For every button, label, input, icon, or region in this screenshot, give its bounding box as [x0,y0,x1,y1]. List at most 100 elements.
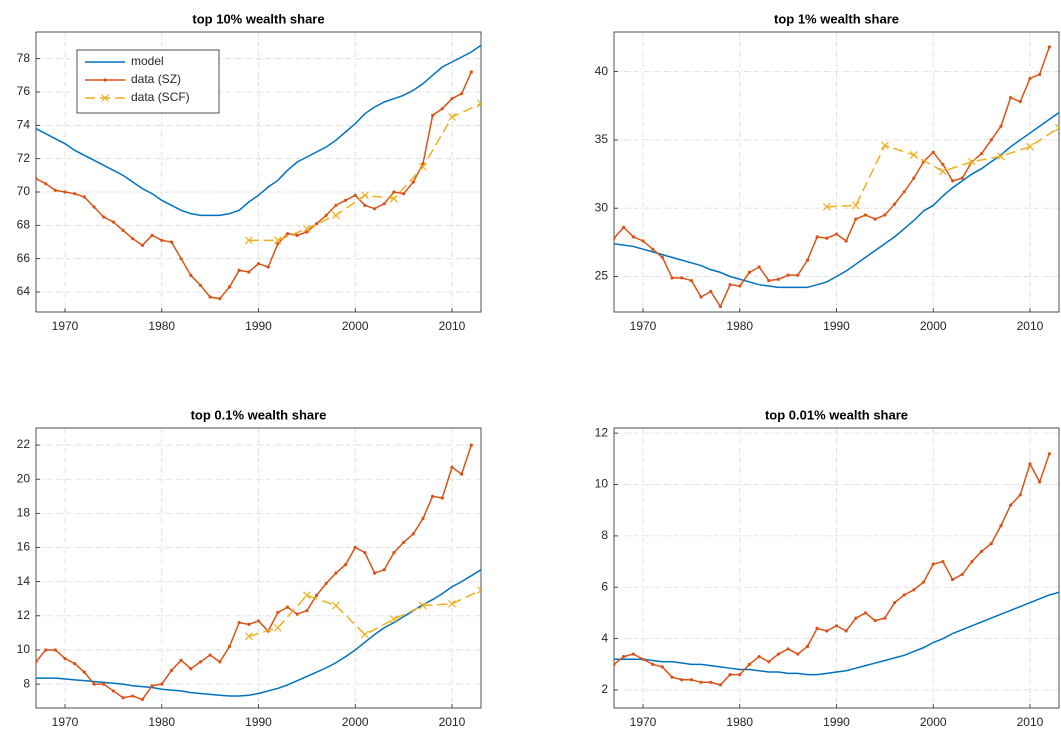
data-point [941,162,945,167]
data-point [747,662,752,666]
y-tick-label: 16 [17,540,31,554]
data-point [989,541,993,546]
data-point [419,601,427,610]
data-point [276,242,280,246]
data-point [815,626,819,630]
data-point [256,619,261,623]
y-tick-label: 18 [17,506,31,520]
data-point [796,652,800,656]
data-point [670,675,674,679]
data-point [314,593,319,597]
subplot: 1970 1980 1990 2000 2010 64 66 68 70 72 74 76 78 top … [17,11,482,333]
data-point [334,571,338,575]
chart-title: top 0.01% wealth share [765,407,908,422]
series-line [36,71,473,300]
data-point [767,278,771,283]
data-point [851,201,860,210]
data-point [718,304,723,309]
data-point [641,657,645,661]
data-point [757,655,761,659]
data-point [121,696,125,700]
x-tick-label: 1970 [52,319,79,333]
data-point [854,616,858,620]
data-point [189,273,193,277]
data-point [363,551,367,555]
data-point [179,257,183,261]
data-point [718,683,723,687]
y-tick-label: 14 [17,574,31,588]
data-point [912,588,916,592]
data-point [689,678,693,682]
y-tick-label: 76 [17,84,31,98]
data-point [938,167,947,176]
data-point [73,192,77,196]
data-point [382,202,386,206]
data-point [244,236,253,245]
data-point [931,150,935,154]
data-point [295,612,299,616]
data-point [1038,480,1042,484]
data-point [273,236,282,245]
data-point [324,213,328,217]
data-point [111,689,115,693]
data-point [372,571,377,575]
data-point [960,176,964,180]
data-point [999,124,1003,128]
data-point [980,151,984,156]
data-point [402,192,406,196]
data-point [131,237,135,241]
y-tick-label: 68 [17,218,31,232]
data-point [63,190,67,194]
data-point [208,295,212,299]
data-point [421,516,425,521]
subplot: 1970 1980 1990 2000 2010 2 4 6 8 10 12 top 0.01% we… [595,407,1060,729]
data-point [1018,493,1022,497]
data-point [912,176,916,180]
data-point [295,233,299,237]
data-point [82,670,86,674]
data-point [631,235,635,239]
x-tick-label: 1970 [52,715,79,729]
y-tick-label: 64 [17,284,31,298]
data-point [680,678,684,682]
data-point [169,240,174,244]
data-point [36,660,38,664]
data-point [448,599,456,608]
x-tick-label: 1980 [148,319,175,333]
data-point [256,262,261,266]
chart-title: top 1% wealth share [774,11,899,26]
data-point [140,697,145,702]
data-point [844,239,848,243]
data-point [198,283,203,287]
x-tick-label: 1970 [630,319,657,333]
series-line [614,591,1059,676]
y-tick-label: 35 [595,132,609,146]
data-point [111,220,115,224]
plot-area [36,443,481,702]
data-point [1028,76,1032,81]
data-point [822,202,831,211]
data-point [892,601,897,605]
subplot: 1970 1980 1990 2000 2010 8 10 12 14 16 18 20 22 top 0… [17,407,482,729]
data-point [450,465,454,469]
data-point [960,572,964,577]
data-point [757,265,761,269]
y-tick-label: 12 [17,608,31,622]
series-line [36,44,481,217]
data-point [854,217,858,221]
data-point [902,593,906,597]
data-point [237,621,241,625]
data-point [160,238,164,242]
data-point [699,680,703,684]
data-point [680,276,684,280]
data-point [1009,503,1013,507]
x-tick-label: 2010 [439,715,466,729]
data-point [450,97,454,101]
data-point [179,658,183,662]
data-point [950,577,955,582]
legend: model data (SZ) data (SCF) [76,49,220,114]
data-point [999,524,1003,528]
data-point [440,107,444,111]
data-point [997,152,1005,161]
x-tick-label: 2010 [439,319,466,333]
